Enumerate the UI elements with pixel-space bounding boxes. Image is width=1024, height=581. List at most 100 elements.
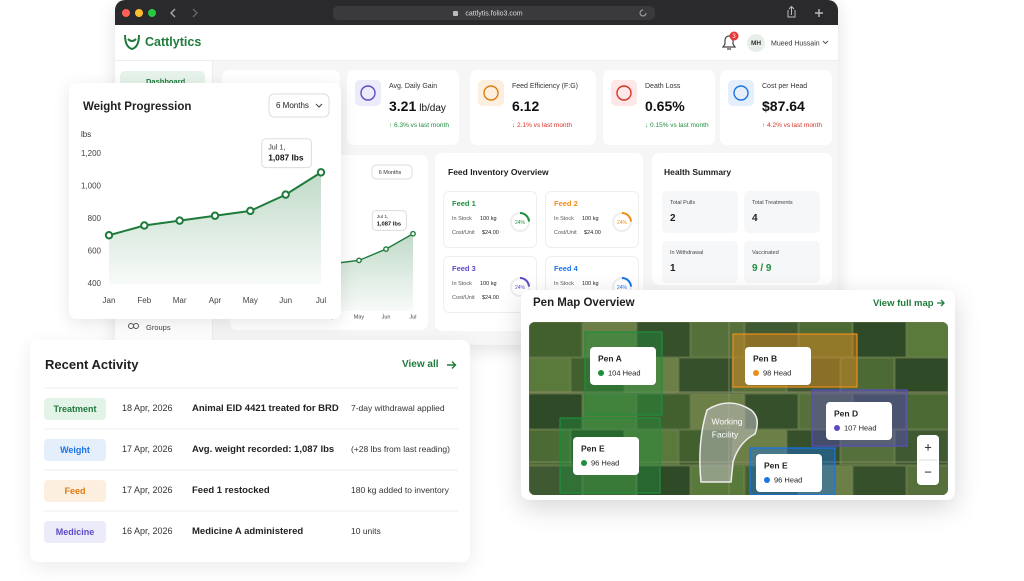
section-title: Health Summary	[664, 167, 732, 177]
x-tick-label: Jul	[316, 296, 326, 305]
avatar-initials: MH	[751, 40, 761, 47]
notification-badge	[729, 31, 739, 41]
point	[246, 206, 255, 216]
feed-name: Feed 3	[452, 264, 476, 273]
map: Working Facility Pen A 104 Head Pen B 98 Head…	[529, 322, 948, 495]
point	[104, 231, 114, 240]
graphic	[728, 80, 754, 106]
pen-dot	[581, 460, 587, 466]
map-field	[744, 393, 799, 430]
point	[356, 257, 362, 264]
y-tick-label: 400	[88, 279, 102, 288]
pen-map-card: Pen Map Overview View full map Working Faci…	[521, 290, 955, 500]
pen-name: Pen A	[598, 353, 622, 363]
window-control	[148, 9, 156, 17]
stat-label: In Withdrawal	[670, 250, 704, 256]
activity-text: Animal EID 4421 treated for BRD	[192, 403, 339, 414]
view-all-link[interactable]: View all	[402, 359, 439, 370]
logo-icon	[124, 34, 140, 51]
pen-label-box[interactable]	[590, 347, 656, 385]
user-name: Mueed Hussain	[771, 40, 820, 47]
activity-text: Medicine A administered	[192, 526, 304, 537]
activity-text: Avg. weight recorded: 1,087 lbs	[192, 444, 335, 455]
forward-icon	[192, 8, 198, 18]
groups-icon	[133, 323, 139, 329]
feed-card: Feed 1 In Stock 100 kg Cost/Unit $24.00 24%	[443, 191, 537, 248]
stat-value: 4	[752, 213, 758, 224]
nav-groups[interactable]: Groups	[120, 317, 205, 337]
graphic: 24%	[510, 212, 530, 232]
kpi-card: Death Loss 0.65% ↓ 0.15% vs last month	[603, 70, 715, 145]
graphic	[355, 80, 381, 106]
kpi-value: 3.21 lb/day	[389, 98, 446, 114]
ring-label: 24%	[515, 285, 526, 291]
pen-label-box[interactable]	[745, 347, 811, 385]
activity-date: 17 Apr, 2026	[122, 485, 173, 495]
view-map-link[interactable]: View full map	[873, 298, 934, 309]
pen-name: Pen B	[753, 353, 777, 363]
x-tick-label: Feb	[137, 296, 151, 305]
graphic: 24%	[510, 277, 530, 297]
stock-value: 100 kg	[480, 216, 497, 222]
stock-value: 100 kg	[582, 281, 599, 287]
x-tick-label: Jun	[382, 314, 391, 320]
kpi-value: 6.12	[512, 98, 540, 114]
zoom-in[interactable]: +	[924, 439, 932, 454]
map-field	[636, 465, 691, 495]
activity-detail: (+28 lbs from last reading)	[351, 444, 450, 454]
kpi-label: Death Loss	[645, 83, 681, 90]
kpi-icon-box	[728, 80, 754, 106]
range-select	[371, 164, 413, 180]
range-text: 6 Months	[379, 170, 402, 176]
pen-head: 96 Head	[774, 475, 802, 484]
point	[410, 230, 416, 237]
graphic: cattlytis.folio3.com	[122, 5, 823, 20]
stock-label: In Stock	[554, 281, 574, 287]
cost-label: Cost/Unit	[452, 295, 475, 301]
zoom-out[interactable]: −	[924, 464, 932, 479]
pen-label-box[interactable]	[573, 437, 639, 475]
ring-label: 24%	[617, 220, 628, 226]
feed-card: Feed 3 In Stock 100 kg Cost/Unit $24.00 24%	[443, 256, 537, 313]
area	[109, 172, 321, 284]
graphic	[128, 323, 139, 329]
map-field	[852, 322, 907, 358]
graphic: 3 MH Mueed Hussain	[124, 31, 829, 52]
kpi-icon	[616, 85, 632, 101]
pen-label-box[interactable]	[826, 402, 892, 440]
health-stat: Vaccinated 9 / 9	[744, 241, 820, 283]
user-menu-chevron	[822, 40, 829, 45]
range-text: 6 Months	[276, 101, 309, 110]
section-title: Pen Map Overview	[533, 297, 635, 309]
range-select[interactable]	[268, 93, 330, 118]
ring-label: 24%	[617, 285, 628, 291]
map-field	[529, 322, 583, 358]
tooltip-date: Jul 1,	[377, 214, 389, 220]
ring-label: 24%	[515, 220, 526, 226]
map-field	[529, 465, 583, 495]
arrow-icon	[937, 299, 945, 307]
kpi-change: ↓ 2.1% vs last month	[512, 122, 572, 129]
pen-dot	[753, 370, 759, 376]
stock-value: 100 kg	[582, 216, 599, 222]
kpi-icon	[733, 85, 749, 101]
health-stat: Total Pulls 2	[662, 191, 738, 233]
kpi-icon-box	[478, 80, 504, 106]
activity-tag: Medicine	[44, 521, 106, 543]
pen-label-box[interactable]	[756, 454, 822, 492]
x-tick-label: Jul	[409, 314, 416, 320]
working-facility	[699, 402, 758, 483]
graphic: 24%	[612, 212, 632, 232]
pen-head: 96 Head	[591, 458, 619, 467]
pen-name: Pen E	[764, 460, 788, 470]
kpi-icon-box	[611, 80, 637, 106]
kpi-change: ↓ 0.15% vs last month	[645, 122, 709, 129]
cost-value: $24.00	[482, 295, 499, 301]
window-control	[122, 9, 130, 17]
new-tab-icon	[815, 9, 823, 17]
url-bar	[333, 6, 655, 20]
map-field	[906, 393, 948, 430]
section-title: Recent Activity	[45, 357, 139, 372]
y-tick-label: 1,200	[81, 149, 102, 158]
